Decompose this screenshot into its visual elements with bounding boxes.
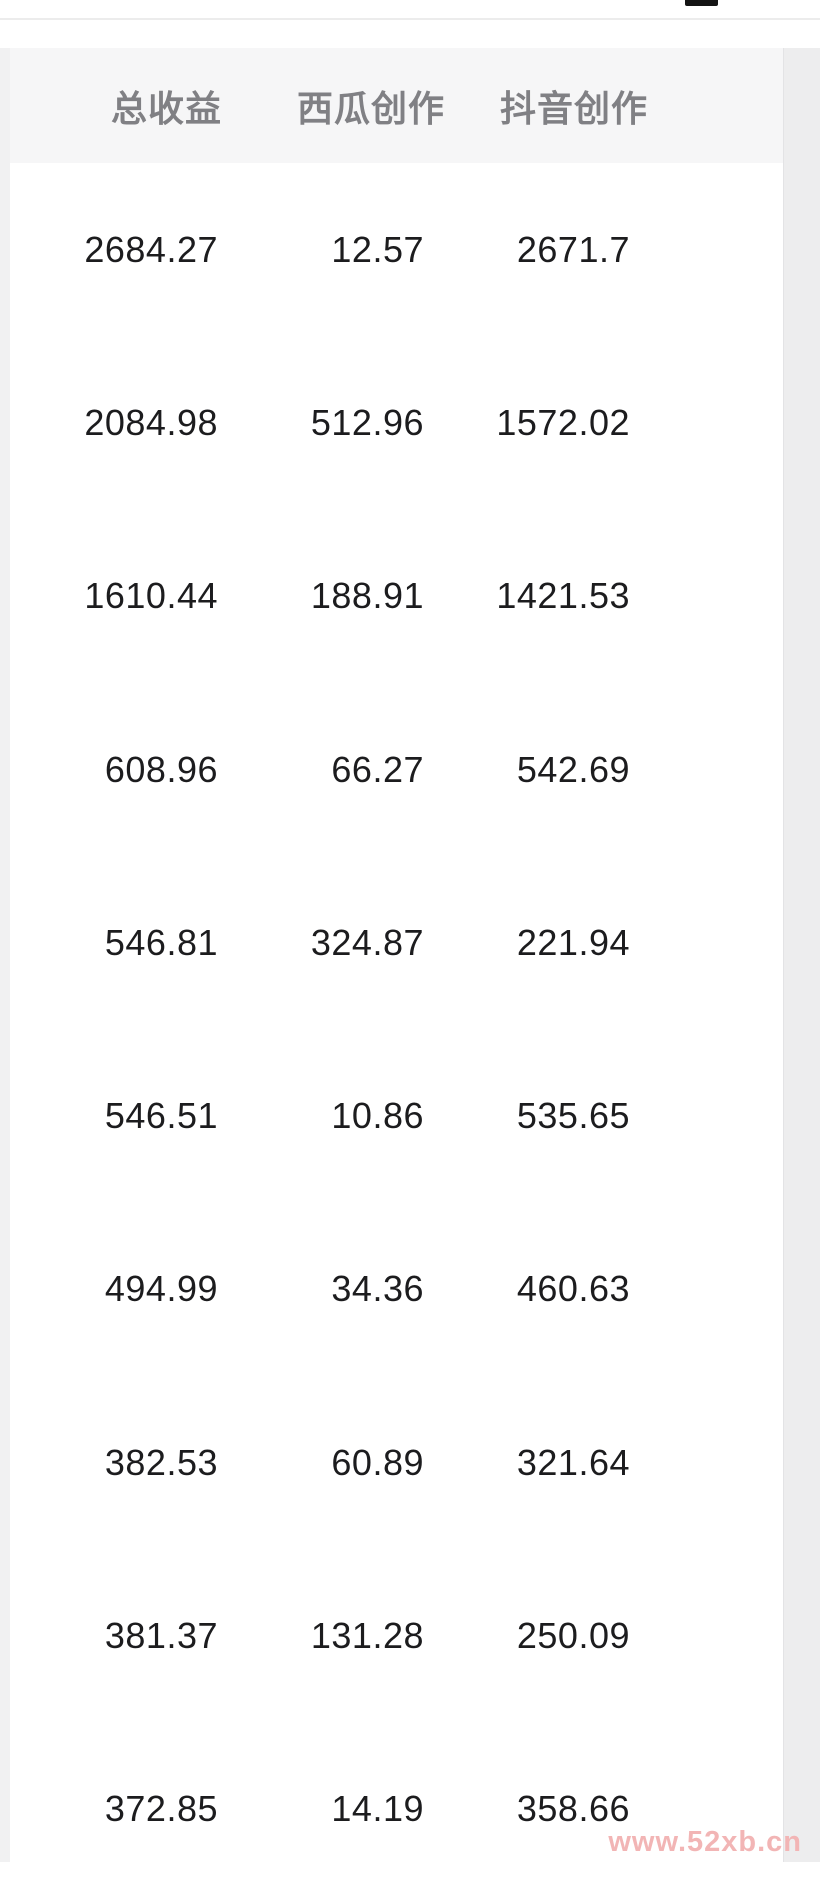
table-cell: 250.09 bbox=[516, 1615, 630, 1657]
table-row: 494.99 34.36 460.63 bbox=[10, 1202, 783, 1377]
table-row: 382.53 60.89 321.64 bbox=[10, 1376, 783, 1550]
table-row: 546.81 324.87 221.94 bbox=[10, 856, 783, 1030]
top-divider bbox=[0, 18, 820, 20]
table-cell: 382.53 bbox=[104, 1441, 218, 1483]
table-row: 546.51 10.86 535.65 bbox=[10, 1029, 783, 1203]
table-cell: 546.81 bbox=[104, 921, 218, 963]
table-cell: 2684.27 bbox=[84, 228, 218, 270]
watermark: www.52xb.cn bbox=[608, 1826, 802, 1858]
table-cell: 321.64 bbox=[516, 1441, 630, 1483]
table-cell: 2671.7 bbox=[516, 228, 630, 270]
table-cell: 66.27 bbox=[331, 748, 424, 790]
table-cell: 10.86 bbox=[331, 1095, 424, 1137]
table-cell: 372.85 bbox=[104, 1788, 218, 1830]
table-cell: 358.66 bbox=[516, 1788, 630, 1830]
table-row: 2084.98 512.96 1572.02 bbox=[10, 336, 783, 510]
table-cell: 188.91 bbox=[310, 575, 424, 617]
table-cell: 512.96 bbox=[310, 401, 424, 443]
table-body: 2684.27 12.57 2671.7 2084.98 512.96 1572.02 16… bbox=[10, 163, 783, 1896]
table-cell: 608.96 bbox=[104, 748, 218, 790]
table-row: 1610.44 188.91 1421.53 bbox=[10, 509, 783, 683]
table-row: 381.37 131.28 250.09 bbox=[10, 1549, 783, 1723]
table-cell: 131.28 bbox=[310, 1615, 424, 1657]
table-cell: 542.69 bbox=[516, 748, 630, 790]
table-row: 608.96 66.27 542.69 bbox=[10, 682, 783, 857]
table-header-row: 总收益 西瓜创作 抖音创作 bbox=[10, 48, 783, 163]
column-header: 总收益 bbox=[110, 87, 222, 129]
table-cell: 381.37 bbox=[104, 1615, 218, 1657]
table-cell: 535.65 bbox=[516, 1095, 630, 1137]
table-cell: 34.36 bbox=[331, 1268, 424, 1310]
table-cell: 546.51 bbox=[104, 1095, 218, 1137]
table-cell: 1572.02 bbox=[496, 401, 630, 443]
table-cell: 12.57 bbox=[331, 228, 424, 270]
table-row: 2684.27 12.57 2671.7 bbox=[10, 163, 783, 337]
table-cell: 324.87 bbox=[310, 921, 424, 963]
column-header: 抖音创作 bbox=[499, 87, 648, 129]
column-header: 西瓜创作 bbox=[296, 87, 445, 129]
table-row: 372.85 14.19 358.66 bbox=[10, 1722, 783, 1896]
table-cell: 2084.98 bbox=[84, 401, 218, 443]
top-partial-element bbox=[685, 0, 718, 6]
table-cell: 460.63 bbox=[516, 1268, 630, 1310]
table-cell: 494.99 bbox=[104, 1268, 218, 1310]
right-margin-strip bbox=[783, 48, 820, 1862]
table-cell: 221.94 bbox=[516, 921, 630, 963]
table-cell: 60.89 bbox=[331, 1441, 424, 1483]
table-cell: 1421.53 bbox=[496, 575, 630, 617]
earnings-table: 总收益 西瓜创作 抖音创作 2684.27 12.57 2671.7 2084.98 512… bbox=[10, 48, 783, 1896]
table-cell: 1610.44 bbox=[84, 575, 218, 617]
table-cell: 14.19 bbox=[331, 1788, 424, 1830]
left-margin-strip bbox=[0, 48, 10, 1862]
